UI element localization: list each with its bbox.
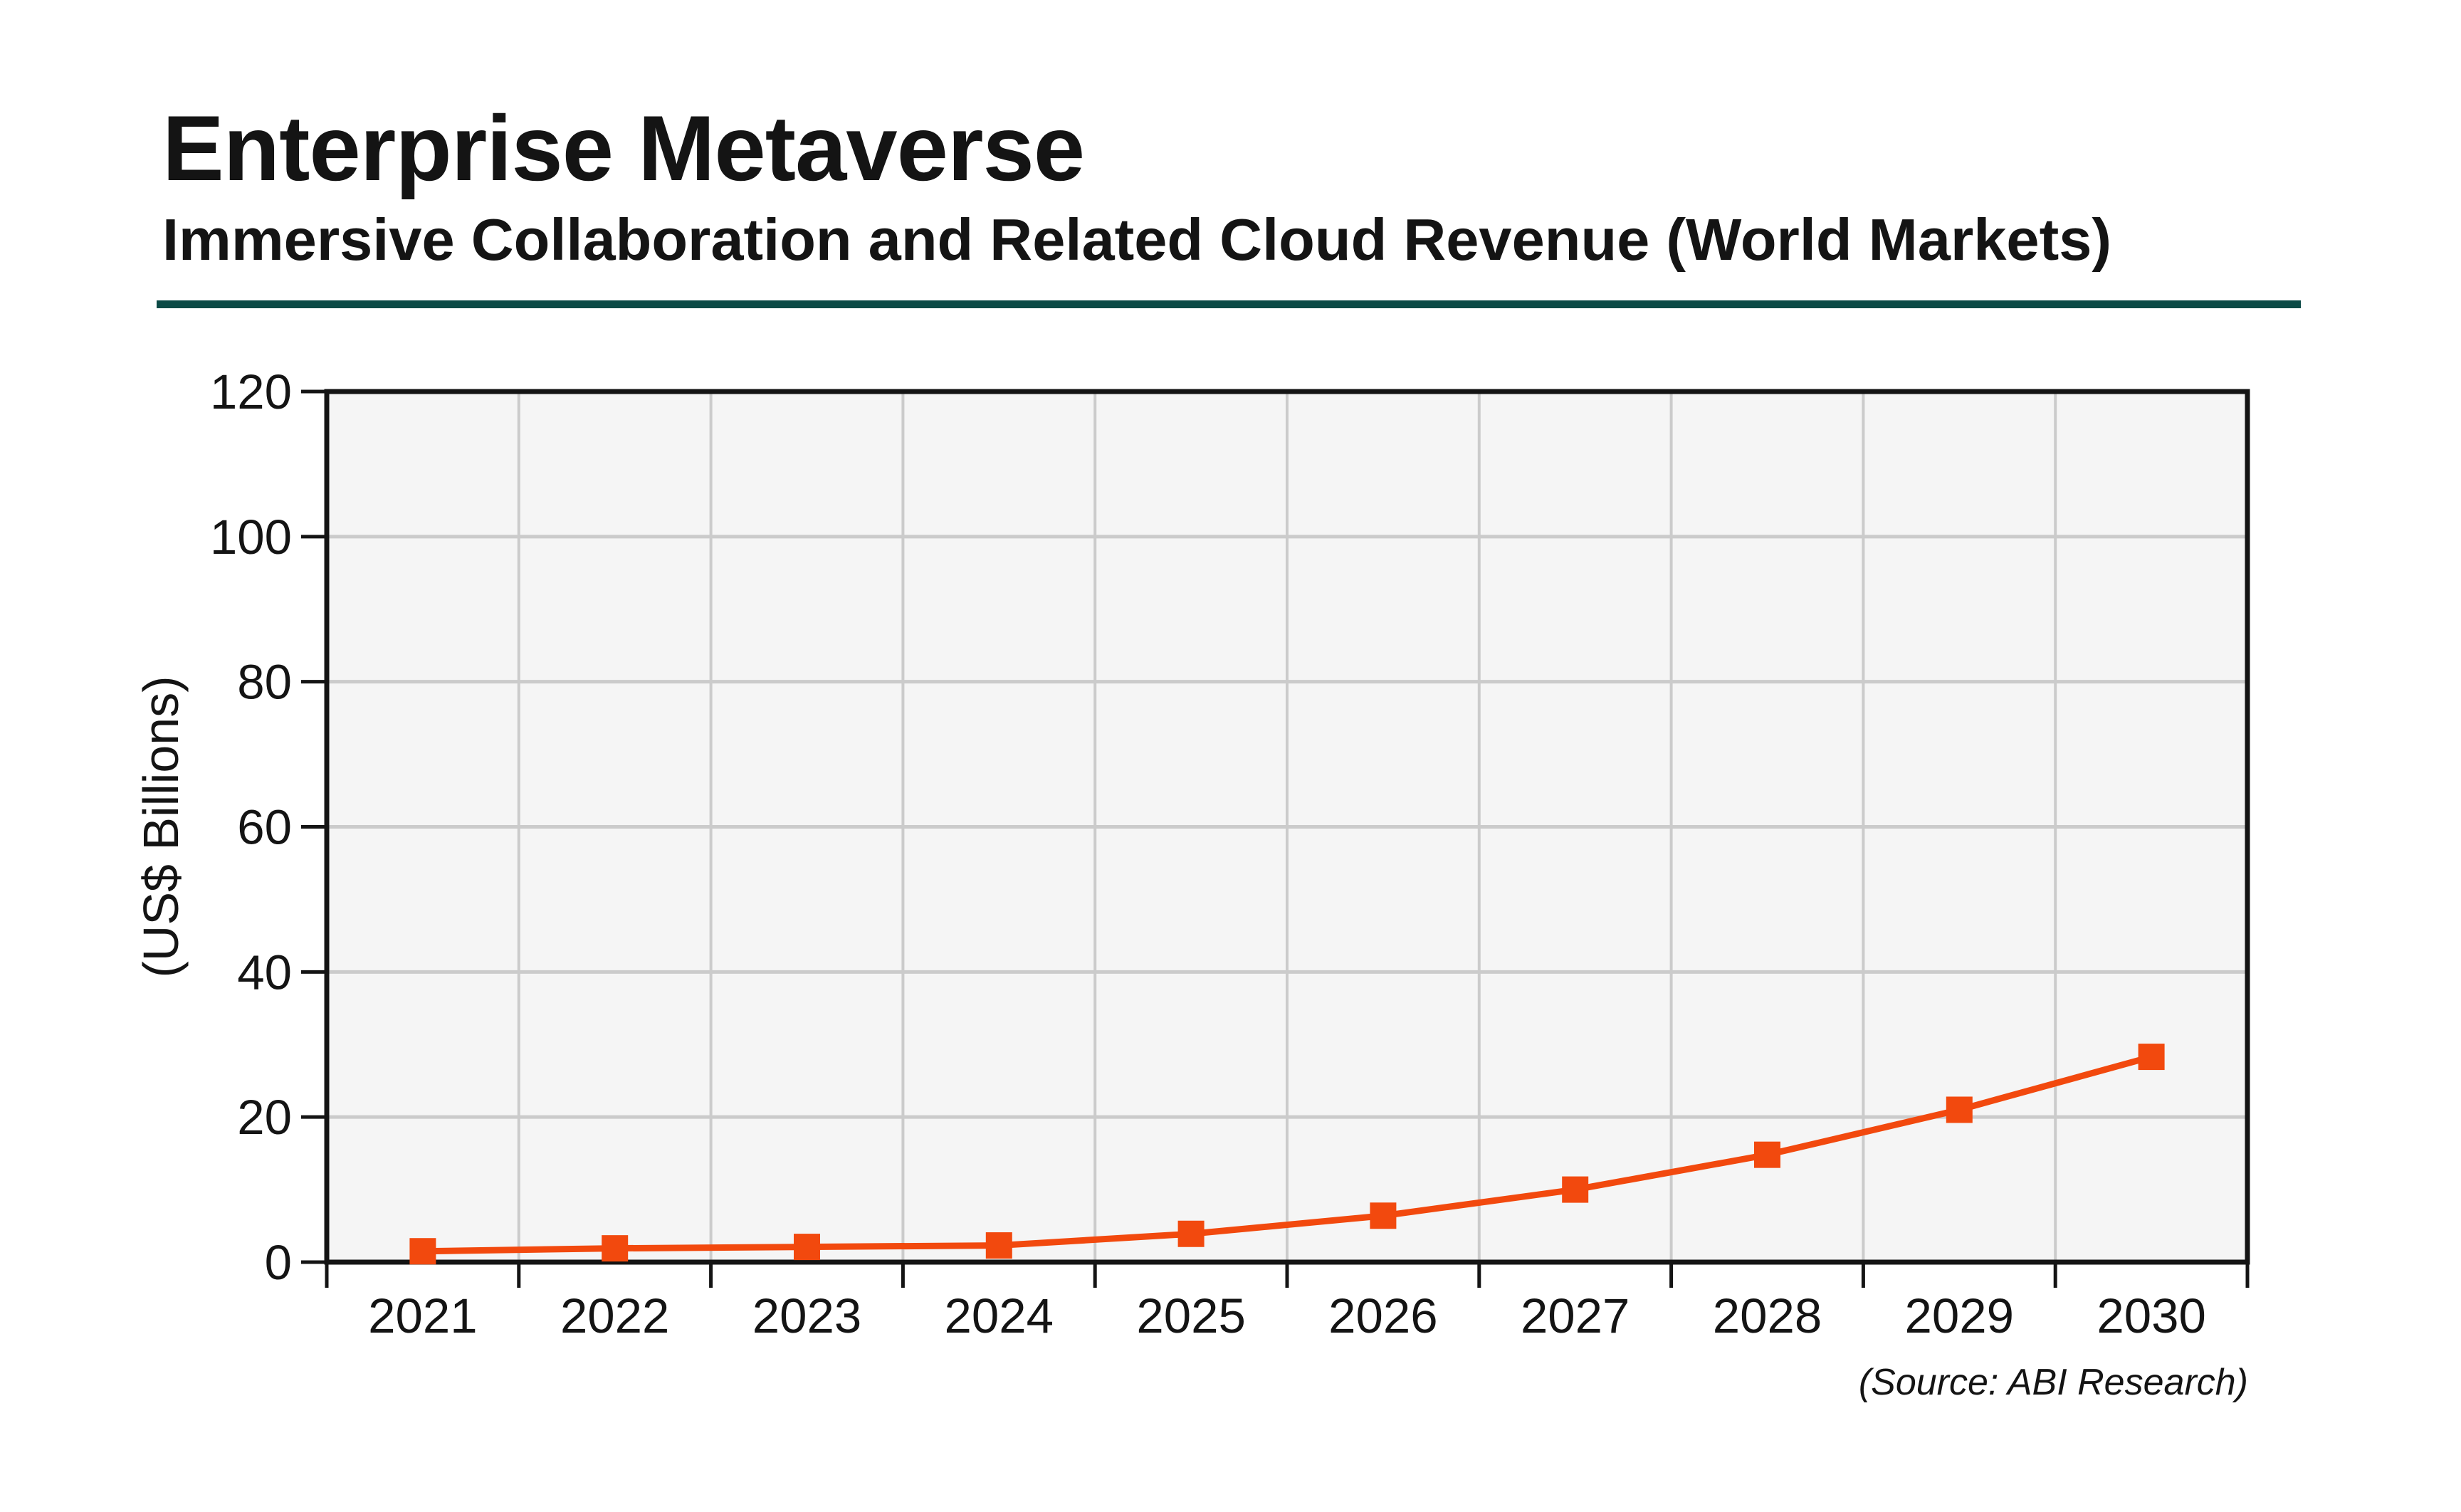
data-point-marker — [1754, 1141, 1780, 1168]
x-tick-label: 2026 — [1328, 1288, 1438, 1343]
x-tick-label: 2023 — [752, 1288, 862, 1343]
x-tick-label: 2027 — [1521, 1288, 1630, 1343]
x-tick-label: 2024 — [945, 1288, 1054, 1343]
x-tick-label: 2030 — [2097, 1288, 2206, 1343]
page-title: Enterprise Metaverse — [162, 96, 1085, 200]
source-note: (Source: ABI Research) — [1858, 1362, 2248, 1403]
x-tick-label: 2022 — [560, 1288, 670, 1343]
page-subtitle: Immersive Collaboration and Related Clou… — [162, 206, 2112, 273]
data-point-marker — [1370, 1202, 1397, 1229]
y-tick-label: 20 — [237, 1090, 292, 1145]
data-point-marker — [1177, 1220, 1205, 1247]
data-point-marker — [409, 1238, 436, 1265]
data-point-marker — [1562, 1176, 1589, 1203]
data-point-marker — [602, 1235, 629, 1262]
plot-frame — [324, 389, 2250, 1265]
x-tick-label: 2025 — [1136, 1288, 1246, 1343]
data-point-marker — [794, 1234, 820, 1261]
data-point-marker — [1946, 1096, 1973, 1123]
y-tick-label: 0 — [265, 1235, 292, 1290]
y-tick-label: 40 — [237, 945, 292, 999]
y-tick-label: 100 — [210, 510, 292, 565]
title-divider — [157, 300, 2301, 308]
x-tick-label: 2028 — [1713, 1288, 1822, 1343]
data-point-marker — [985, 1232, 1012, 1259]
y-tick-label: 60 — [237, 800, 292, 855]
y-tick-label: 120 — [210, 364, 292, 419]
y-axis-title: (US$ Billions) — [133, 676, 189, 978]
x-tick-label: 2021 — [368, 1288, 478, 1343]
revenue-line — [422, 1054, 2153, 1255]
x-tick-label: 2029 — [1905, 1288, 2015, 1343]
data-point-marker — [2138, 1044, 2165, 1071]
y-tick-label: 80 — [237, 655, 292, 710]
